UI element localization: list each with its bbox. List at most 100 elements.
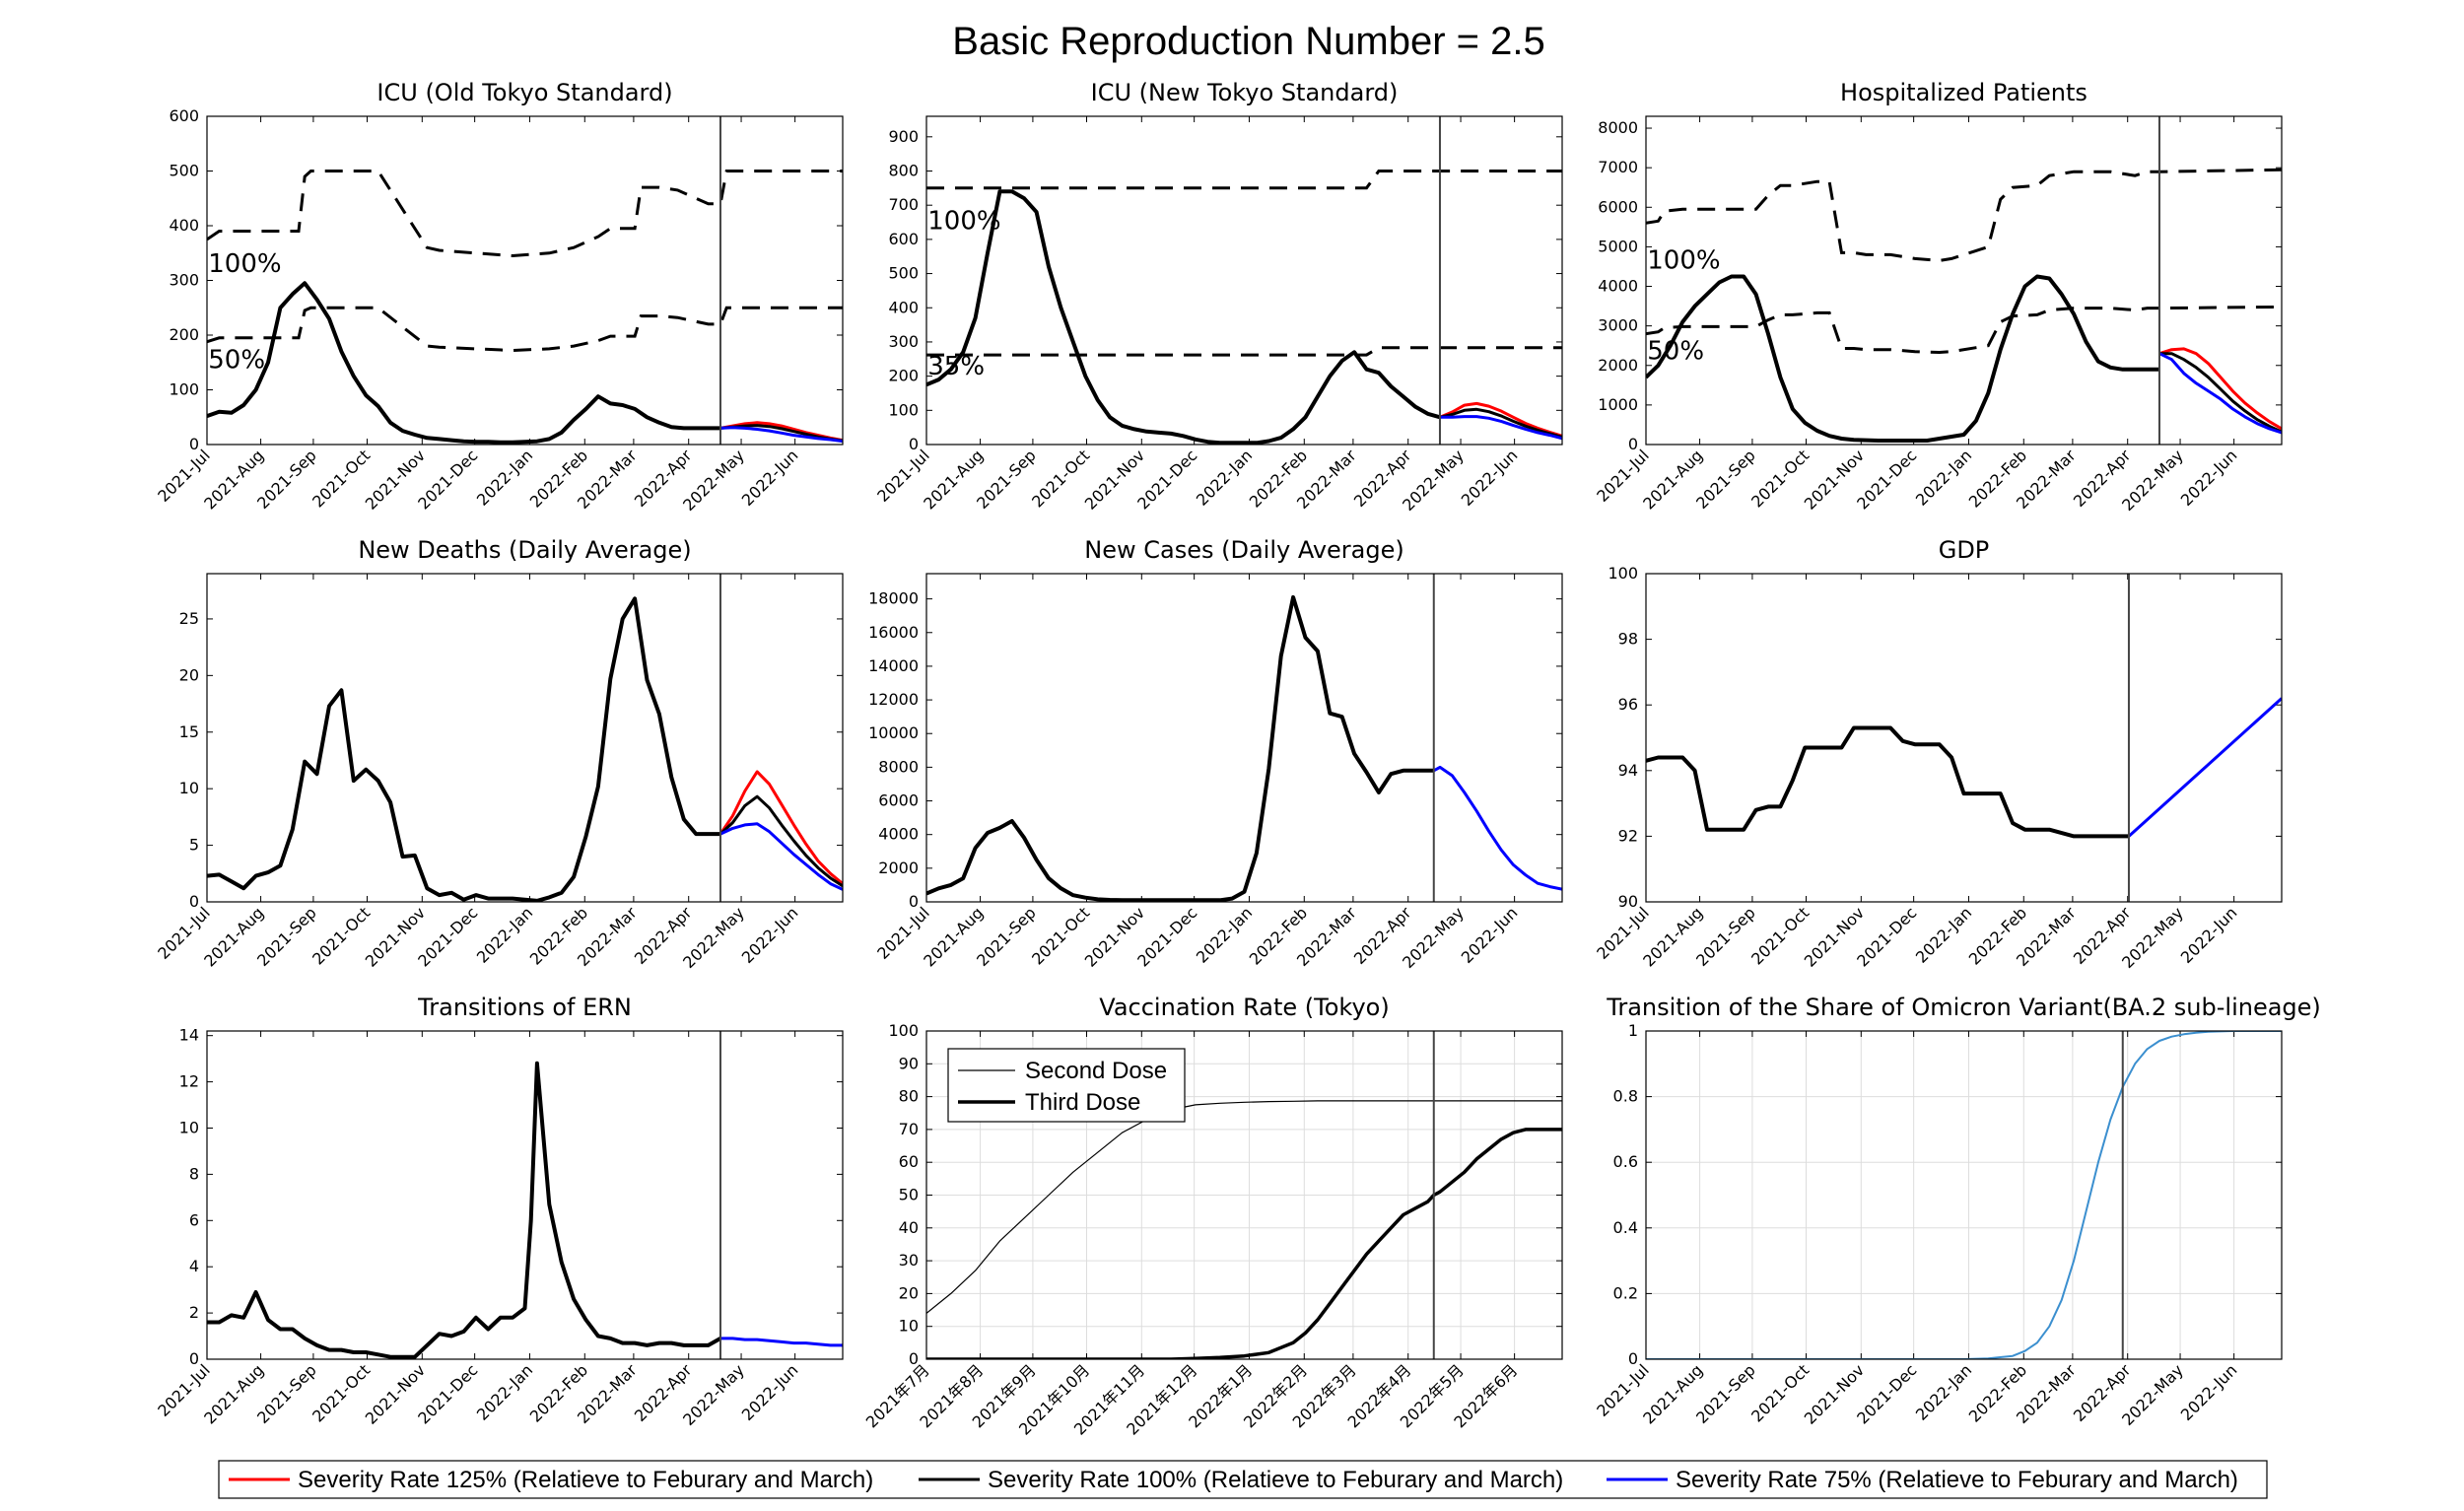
ytick-label-icu_new-8: 800 xyxy=(888,162,919,180)
panel-deaths: New Deaths (Daily Average)05101520252021… xyxy=(154,536,844,972)
capacity-line-hosp-1 xyxy=(1646,305,2282,355)
ytick-label-ern-2: 4 xyxy=(189,1257,199,1275)
xtick-label-icu_old-11: 2022-Jun xyxy=(738,446,802,510)
ytick-label-gdp-5: 100 xyxy=(1608,564,1638,583)
series-line-gdp-0 xyxy=(1646,725,2129,839)
panel-vacc: Vaccination Rate (Tokyo) 0 10 20 30 40 50 60 70 8… xyxy=(862,994,1563,1439)
ytick-label-omicron-1: 0.2 xyxy=(1613,1283,1638,1302)
ytick-label-vacc-5: 50 xyxy=(899,1186,919,1204)
panel-icu_new: ICU (New Tokyo Standard) 0 100 200 300 400 500… xyxy=(873,79,1563,515)
ytick-label-hosp-2: 2000 xyxy=(1598,356,1638,375)
axes-frame-gdp xyxy=(1645,573,2283,903)
ytick-label-icu_old-0: 0 xyxy=(189,435,199,453)
ytick-label-deaths-0: 0 xyxy=(189,892,199,911)
ytick-label-vacc-1: 10 xyxy=(899,1317,919,1336)
series-line-cases-1 xyxy=(1433,765,1562,891)
series-line-icu_old-3 xyxy=(719,426,843,444)
series-line-hosp-2 xyxy=(2159,352,2282,434)
plot-area-ern xyxy=(207,1061,843,1359)
xtick-label-cases-11: 2022-Jun xyxy=(1458,903,1522,967)
axes-frame-ern xyxy=(206,1030,844,1360)
ytick-label-omicron-5: 1 xyxy=(1628,1021,1638,1040)
panel-cases: New Cases (Daily Average) 0 2000 4000 6000 80… xyxy=(868,536,1563,972)
panel-icu_old: ICU (Old Tokyo Standard) 0 100 200 300 400 500… xyxy=(154,79,844,515)
ytick-label-icu_new-5: 500 xyxy=(888,264,919,283)
ytick-label-gdp-3: 96 xyxy=(1618,695,1638,714)
plot-area-vacc xyxy=(926,1100,1562,1359)
xtick-label-hosp-11: 2022-Jun xyxy=(2177,446,2241,510)
ytick-label-icu_old-3: 300 xyxy=(169,271,199,290)
ytick-label-gdp-0: 90 xyxy=(1618,892,1638,911)
ytick-label-deaths-3: 15 xyxy=(179,722,199,741)
series-line-deaths-2 xyxy=(719,794,843,888)
ytick-label-gdp-1: 92 xyxy=(1618,826,1638,845)
panel-gdp: GDP90929496981002021-Jul2021-Aug2021-Sep… xyxy=(1593,536,2283,972)
ytick-label-cases-1: 2000 xyxy=(878,859,919,877)
ytick-label-icu_new-0: 0 xyxy=(909,435,919,453)
axes-frame-cases xyxy=(925,573,1563,903)
axes-frame-vacc xyxy=(925,1030,1563,1360)
series-line-icu_new-1 xyxy=(1439,401,1562,438)
annotation-icu_old-0: 100% xyxy=(208,249,281,279)
ytick-label-icu_new-1: 100 xyxy=(888,400,919,419)
capacity-line-icu_new-0 xyxy=(926,170,1562,190)
panel-omicron: Transition of the Share of Omicron Varia… xyxy=(1593,994,2321,1429)
ytick-label-icu_new-7: 700 xyxy=(888,195,919,214)
series-line-deaths-1 xyxy=(719,770,843,885)
series-line-vacc-1 xyxy=(926,1128,1562,1359)
panel-title-omicron: Transition of the Share of Omicron Varia… xyxy=(1606,994,2321,1021)
main-legend-label-2: Severity Rate 75% (Relatieve to Feburary… xyxy=(1676,1467,2238,1493)
ytick-label-deaths-4: 20 xyxy=(179,665,199,684)
ytick-label-cases-2: 4000 xyxy=(878,825,919,844)
ytick-label-omicron-3: 0.6 xyxy=(1613,1152,1638,1171)
ytick-label-vacc-10: 100 xyxy=(888,1021,919,1040)
main-legend-label-0: Severity Rate 125% (Relatieve to Feburar… xyxy=(298,1467,873,1493)
ytick-label-cases-6: 12000 xyxy=(868,690,919,709)
series-line-vacc-0 xyxy=(926,1100,1562,1314)
ytick-label-vacc-4: 40 xyxy=(899,1218,919,1237)
ytick-label-ern-0: 0 xyxy=(189,1349,199,1368)
capacity-line-hosp-0 xyxy=(1646,168,2282,262)
capacity-line-icu_new-1 xyxy=(926,346,1562,357)
ytick-label-gdp-4: 98 xyxy=(1618,630,1638,649)
ytick-label-ern-6: 12 xyxy=(179,1072,199,1091)
capacity-line-icu_old-1 xyxy=(207,306,843,353)
ytick-label-hosp-8: 8000 xyxy=(1598,118,1638,137)
axes-frame-icu_old xyxy=(206,115,844,446)
series-line-ern-1 xyxy=(720,1337,843,1347)
series-line-deaths-0 xyxy=(207,596,720,902)
ytick-label-vacc-6: 60 xyxy=(899,1152,919,1171)
ytick-label-cases-4: 8000 xyxy=(878,757,919,776)
panel-title-vacc: Vaccination Rate (Tokyo) xyxy=(1099,994,1389,1021)
plot-area-omicron xyxy=(1646,1031,2282,1359)
series-line-gdp-1 xyxy=(2127,697,2282,838)
plot-area-cases xyxy=(926,594,1562,902)
annotation-icu_new-1: 35% xyxy=(927,352,985,381)
xtick-label-omicron-11: 2022-Jun xyxy=(2177,1360,2241,1424)
ytick-label-deaths-2: 10 xyxy=(179,779,199,797)
panel-title-deaths: New Deaths (Daily Average) xyxy=(358,536,691,564)
plot-area-gdp xyxy=(1646,697,2282,839)
series-line-hosp-0 xyxy=(1646,274,2159,443)
panel-title-hosp: Hospitalized Patients xyxy=(1840,79,2088,106)
panel-hosp: Hospitalized Patients 0 1000 2000 3000 4000 50… xyxy=(1593,79,2283,515)
annotation-hosp-0: 100% xyxy=(1647,245,1720,275)
ytick-label-vacc-3: 30 xyxy=(899,1251,919,1270)
plot-area-deaths xyxy=(207,596,843,902)
ytick-label-hosp-1: 1000 xyxy=(1598,395,1638,414)
capacity-line-icu_old-0 xyxy=(207,170,843,258)
ytick-label-vacc-0: 0 xyxy=(909,1349,919,1368)
ytick-label-omicron-2: 0.4 xyxy=(1613,1218,1638,1237)
ytick-label-icu_new-6: 600 xyxy=(888,230,919,248)
ytick-label-icu_old-2: 200 xyxy=(169,325,199,344)
ytick-label-icu_old-6: 600 xyxy=(169,106,199,125)
panel-title-icu_old: ICU (Old Tokyo Standard) xyxy=(376,79,672,106)
annotation-icu_new-0: 100% xyxy=(927,206,1000,236)
ytick-label-vacc-8: 80 xyxy=(899,1087,919,1106)
axes-frame-deaths xyxy=(206,573,844,903)
ytick-label-hosp-6: 6000 xyxy=(1598,197,1638,216)
ytick-label-deaths-1: 5 xyxy=(189,836,199,855)
panel-legend-vacc: Second Dose Third Dose xyxy=(947,1048,1186,1123)
ytick-label-hosp-4: 4000 xyxy=(1598,277,1638,296)
